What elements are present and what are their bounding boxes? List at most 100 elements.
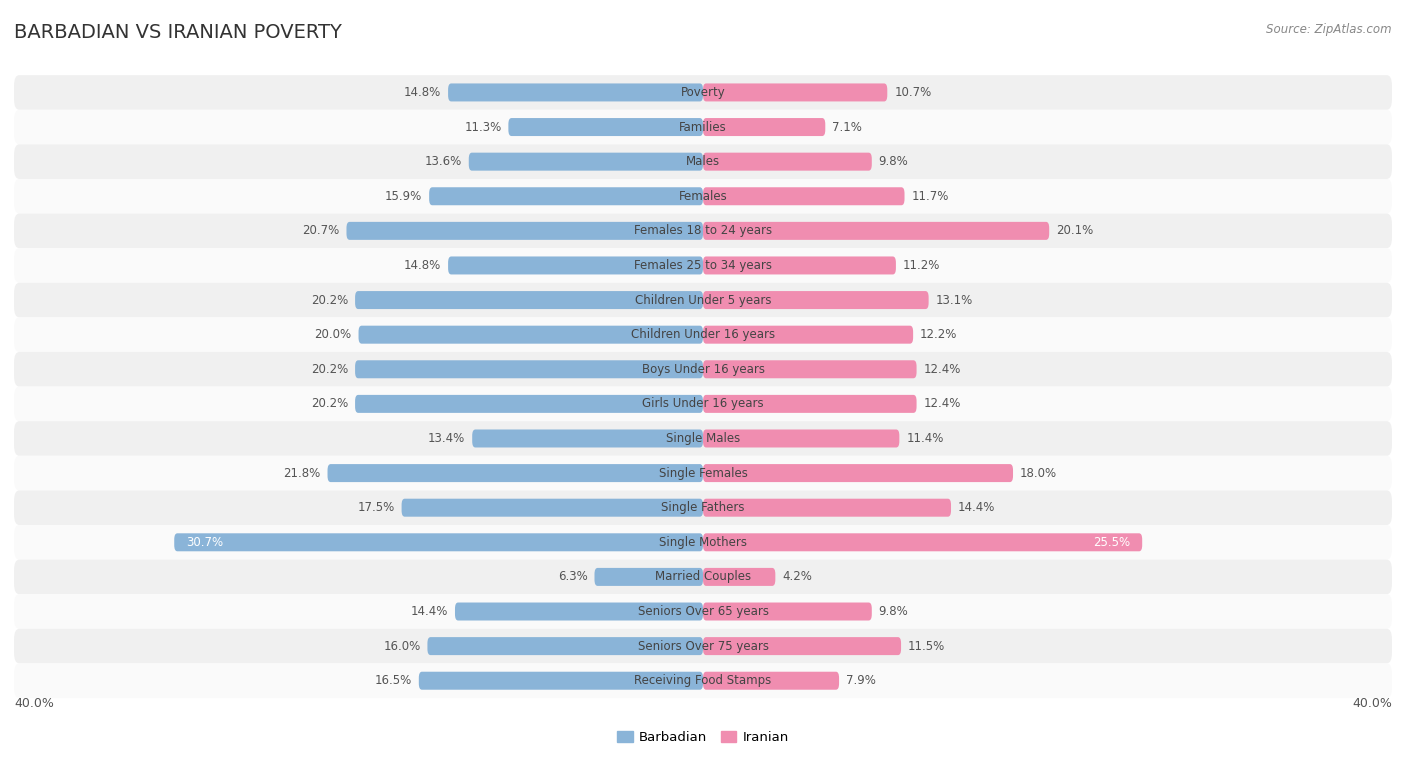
Text: Source: ZipAtlas.com: Source: ZipAtlas.com: [1267, 23, 1392, 36]
Text: 13.6%: 13.6%: [425, 155, 461, 168]
Text: 12.2%: 12.2%: [920, 328, 957, 341]
Text: Seniors Over 65 years: Seniors Over 65 years: [637, 605, 769, 618]
Text: 12.4%: 12.4%: [924, 363, 960, 376]
FancyBboxPatch shape: [14, 663, 1392, 698]
FancyBboxPatch shape: [14, 214, 1392, 248]
FancyBboxPatch shape: [174, 534, 703, 551]
FancyBboxPatch shape: [703, 187, 904, 205]
Text: 20.2%: 20.2%: [311, 397, 349, 410]
FancyBboxPatch shape: [703, 360, 917, 378]
Text: 18.0%: 18.0%: [1019, 467, 1057, 480]
FancyBboxPatch shape: [14, 525, 1392, 559]
FancyBboxPatch shape: [14, 456, 1392, 490]
FancyBboxPatch shape: [356, 291, 703, 309]
FancyBboxPatch shape: [703, 83, 887, 102]
Text: 14.4%: 14.4%: [957, 501, 995, 514]
Text: 12.4%: 12.4%: [924, 397, 960, 410]
Text: 16.5%: 16.5%: [374, 674, 412, 688]
FancyBboxPatch shape: [703, 118, 825, 136]
FancyBboxPatch shape: [356, 395, 703, 413]
Text: 11.7%: 11.7%: [911, 190, 949, 202]
Text: Females 25 to 34 years: Females 25 to 34 years: [634, 259, 772, 272]
Text: Children Under 16 years: Children Under 16 years: [631, 328, 775, 341]
FancyBboxPatch shape: [14, 144, 1392, 179]
FancyBboxPatch shape: [449, 256, 703, 274]
FancyBboxPatch shape: [14, 559, 1392, 594]
FancyBboxPatch shape: [14, 387, 1392, 421]
FancyBboxPatch shape: [427, 637, 703, 655]
Text: 9.8%: 9.8%: [879, 605, 908, 618]
Text: 30.7%: 30.7%: [186, 536, 224, 549]
Text: Females 18 to 24 years: Females 18 to 24 years: [634, 224, 772, 237]
FancyBboxPatch shape: [703, 395, 917, 413]
Text: 7.9%: 7.9%: [846, 674, 876, 688]
Text: Single Fathers: Single Fathers: [661, 501, 745, 514]
FancyBboxPatch shape: [703, 672, 839, 690]
FancyBboxPatch shape: [14, 352, 1392, 387]
Text: 25.5%: 25.5%: [1092, 536, 1130, 549]
FancyBboxPatch shape: [509, 118, 703, 136]
FancyBboxPatch shape: [703, 603, 872, 621]
Text: Poverty: Poverty: [681, 86, 725, 99]
FancyBboxPatch shape: [468, 152, 703, 171]
Text: 21.8%: 21.8%: [284, 467, 321, 480]
Text: Married Couples: Married Couples: [655, 571, 751, 584]
Text: 14.8%: 14.8%: [404, 259, 441, 272]
FancyBboxPatch shape: [14, 594, 1392, 629]
FancyBboxPatch shape: [595, 568, 703, 586]
FancyBboxPatch shape: [14, 421, 1392, 456]
Text: 9.8%: 9.8%: [879, 155, 908, 168]
Text: 14.8%: 14.8%: [404, 86, 441, 99]
FancyBboxPatch shape: [328, 464, 703, 482]
Text: 20.7%: 20.7%: [302, 224, 340, 237]
FancyBboxPatch shape: [429, 187, 703, 205]
Text: 11.5%: 11.5%: [908, 640, 945, 653]
Text: Receiving Food Stamps: Receiving Food Stamps: [634, 674, 772, 688]
Text: Seniors Over 75 years: Seniors Over 75 years: [637, 640, 769, 653]
FancyBboxPatch shape: [14, 283, 1392, 318]
Legend: Barbadian, Iranian: Barbadian, Iranian: [612, 725, 794, 749]
FancyBboxPatch shape: [356, 360, 703, 378]
Text: Males: Males: [686, 155, 720, 168]
FancyBboxPatch shape: [703, 291, 928, 309]
FancyBboxPatch shape: [449, 83, 703, 102]
Text: 17.5%: 17.5%: [357, 501, 395, 514]
FancyBboxPatch shape: [359, 326, 703, 343]
FancyBboxPatch shape: [14, 248, 1392, 283]
Text: 11.2%: 11.2%: [903, 259, 941, 272]
Text: Girls Under 16 years: Girls Under 16 years: [643, 397, 763, 410]
Text: 15.9%: 15.9%: [385, 190, 422, 202]
FancyBboxPatch shape: [14, 179, 1392, 214]
Text: 20.2%: 20.2%: [311, 293, 349, 306]
Text: Females: Females: [679, 190, 727, 202]
Text: Families: Families: [679, 121, 727, 133]
FancyBboxPatch shape: [402, 499, 703, 517]
FancyBboxPatch shape: [472, 430, 703, 447]
Text: 20.1%: 20.1%: [1056, 224, 1094, 237]
Text: 40.0%: 40.0%: [1353, 697, 1392, 709]
FancyBboxPatch shape: [14, 110, 1392, 144]
Text: Boys Under 16 years: Boys Under 16 years: [641, 363, 765, 376]
FancyBboxPatch shape: [703, 534, 1142, 551]
Text: BARBADIAN VS IRANIAN POVERTY: BARBADIAN VS IRANIAN POVERTY: [14, 23, 342, 42]
Text: Single Mothers: Single Mothers: [659, 536, 747, 549]
FancyBboxPatch shape: [703, 499, 950, 517]
Text: 16.0%: 16.0%: [384, 640, 420, 653]
FancyBboxPatch shape: [703, 430, 900, 447]
Text: 13.4%: 13.4%: [427, 432, 465, 445]
FancyBboxPatch shape: [14, 629, 1392, 663]
Text: 10.7%: 10.7%: [894, 86, 931, 99]
Text: Children Under 5 years: Children Under 5 years: [634, 293, 772, 306]
FancyBboxPatch shape: [703, 464, 1012, 482]
FancyBboxPatch shape: [346, 222, 703, 240]
Text: 20.0%: 20.0%: [315, 328, 352, 341]
Text: 6.3%: 6.3%: [558, 571, 588, 584]
Text: Single Males: Single Males: [666, 432, 740, 445]
Text: 14.4%: 14.4%: [411, 605, 449, 618]
FancyBboxPatch shape: [456, 603, 703, 621]
FancyBboxPatch shape: [14, 318, 1392, 352]
FancyBboxPatch shape: [419, 672, 703, 690]
FancyBboxPatch shape: [703, 222, 1049, 240]
Text: 40.0%: 40.0%: [14, 697, 53, 709]
FancyBboxPatch shape: [703, 568, 775, 586]
